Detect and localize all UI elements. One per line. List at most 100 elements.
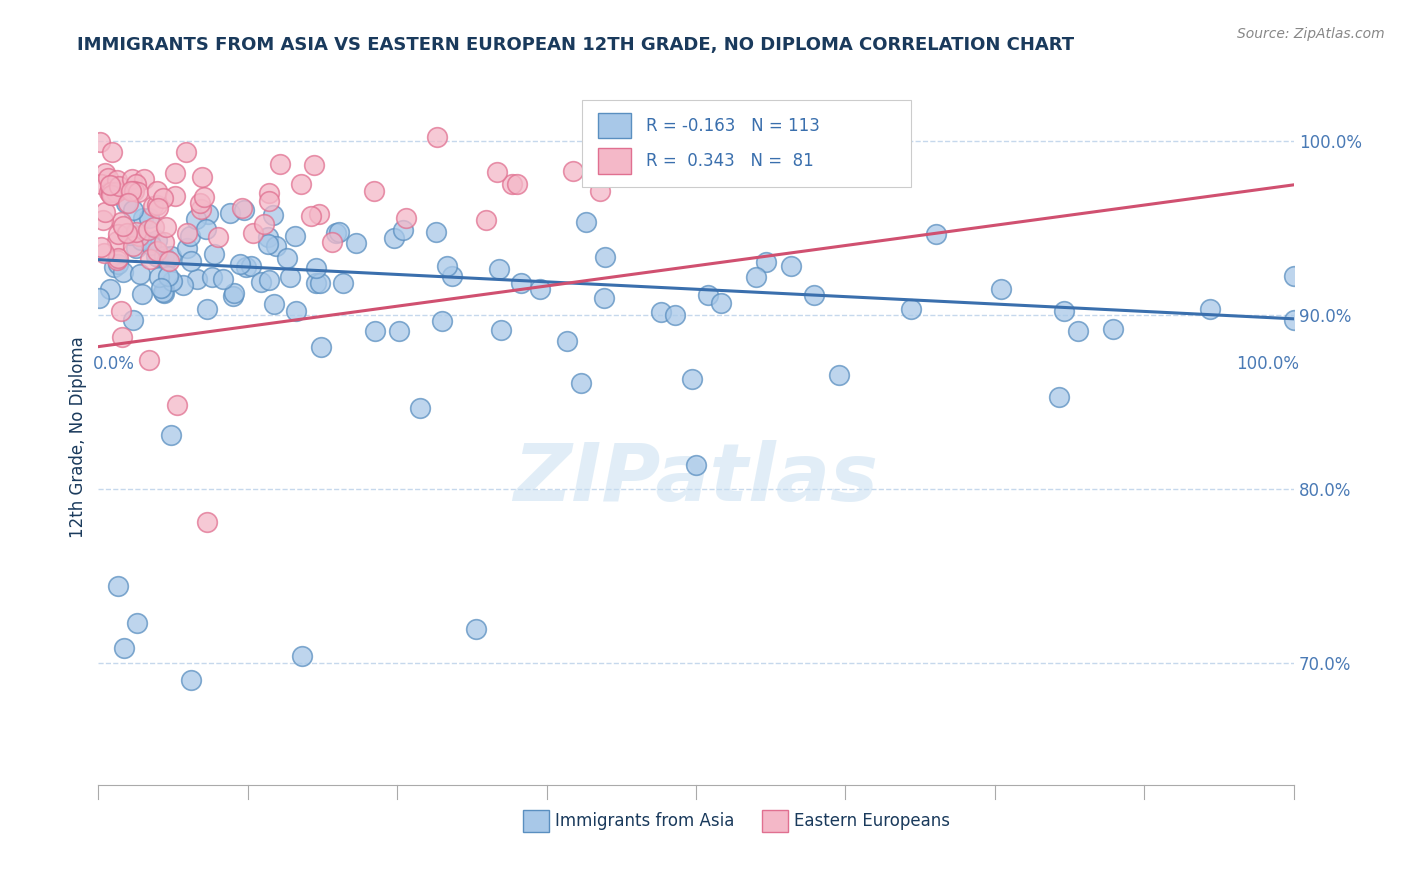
Point <box>93 245 115 260</box>
Point <box>105 173 128 187</box>
Point <box>131 211 153 226</box>
Text: ZIPatlas: ZIPatlas <box>513 440 879 518</box>
Point <box>149 281 172 295</box>
Point <box>94 205 117 219</box>
Point <box>100 185 122 199</box>
Point <box>112 640 135 655</box>
Point <box>176 241 198 255</box>
Point <box>474 212 496 227</box>
Point <box>363 184 385 198</box>
Point <box>157 269 180 284</box>
Point <box>309 340 332 354</box>
Bar <box>523 810 548 832</box>
Point <box>256 230 278 244</box>
Point <box>105 234 128 248</box>
Point <box>489 323 512 337</box>
Point <box>98 185 121 199</box>
Point <box>122 185 145 199</box>
Point <box>111 330 134 344</box>
Point <box>153 249 176 263</box>
Point <box>186 271 208 285</box>
Point <box>305 260 328 275</box>
Point <box>436 259 458 273</box>
Point <box>197 207 219 221</box>
Point <box>425 225 447 239</box>
Point <box>284 304 307 318</box>
Point <box>828 368 851 382</box>
Point <box>291 648 314 663</box>
Point <box>242 226 264 240</box>
Point <box>207 229 229 244</box>
Point <box>145 249 167 263</box>
Point <box>114 196 136 211</box>
Point <box>195 515 218 529</box>
Point <box>278 269 301 284</box>
Point <box>191 169 214 184</box>
Point <box>395 211 418 226</box>
Point <box>110 214 132 228</box>
Point <box>131 287 153 301</box>
Point <box>110 304 132 318</box>
Text: Source: ZipAtlas.com: Source: ZipAtlas.com <box>1237 27 1385 41</box>
Point <box>89 291 111 305</box>
Point <box>252 217 274 231</box>
Point <box>94 166 117 180</box>
Point <box>257 273 280 287</box>
Point <box>990 283 1012 297</box>
Point <box>332 276 354 290</box>
Point <box>325 227 347 241</box>
Point <box>201 270 224 285</box>
Point <box>562 164 585 178</box>
Point <box>138 211 160 226</box>
Text: R = -0.163   N = 113: R = -0.163 N = 113 <box>645 117 820 135</box>
Point <box>780 259 803 273</box>
Point <box>122 313 145 327</box>
Point <box>163 166 186 180</box>
Point <box>593 250 616 264</box>
Point <box>426 130 449 145</box>
Point <box>321 235 343 249</box>
Point <box>284 228 307 243</box>
Point <box>136 223 159 237</box>
Point <box>1282 312 1305 326</box>
Bar <box>598 112 631 138</box>
Point <box>755 255 778 269</box>
Point <box>89 135 111 149</box>
Point <box>152 190 174 204</box>
Point <box>122 239 145 253</box>
Point <box>152 285 174 300</box>
Point <box>685 458 707 472</box>
Point <box>90 177 112 191</box>
Point <box>125 225 148 239</box>
Point <box>155 220 177 235</box>
Point <box>308 276 330 290</box>
Point <box>193 190 215 204</box>
Point <box>488 261 510 276</box>
Point <box>160 249 183 263</box>
Point <box>195 222 218 236</box>
Point <box>803 288 825 302</box>
Text: Eastern Europeans: Eastern Europeans <box>794 812 950 830</box>
Point <box>97 170 120 185</box>
Point <box>142 220 165 235</box>
Point <box>302 158 325 172</box>
Point <box>146 250 169 264</box>
Point <box>1282 268 1305 283</box>
Point <box>257 194 280 209</box>
Point <box>111 219 134 233</box>
Point <box>1199 301 1222 316</box>
Point <box>308 207 330 221</box>
Point <box>160 274 183 288</box>
Point <box>176 227 198 241</box>
Point <box>650 305 672 319</box>
Point <box>141 238 163 252</box>
Point <box>529 282 551 296</box>
Point <box>180 254 202 268</box>
Point <box>1102 322 1125 336</box>
Point <box>1047 390 1070 404</box>
Point <box>509 276 531 290</box>
Point <box>440 268 463 283</box>
Text: Immigrants from Asia: Immigrants from Asia <box>555 812 734 830</box>
Text: R =  0.343   N =  81: R = 0.343 N = 81 <box>645 152 814 169</box>
Point <box>664 308 686 322</box>
